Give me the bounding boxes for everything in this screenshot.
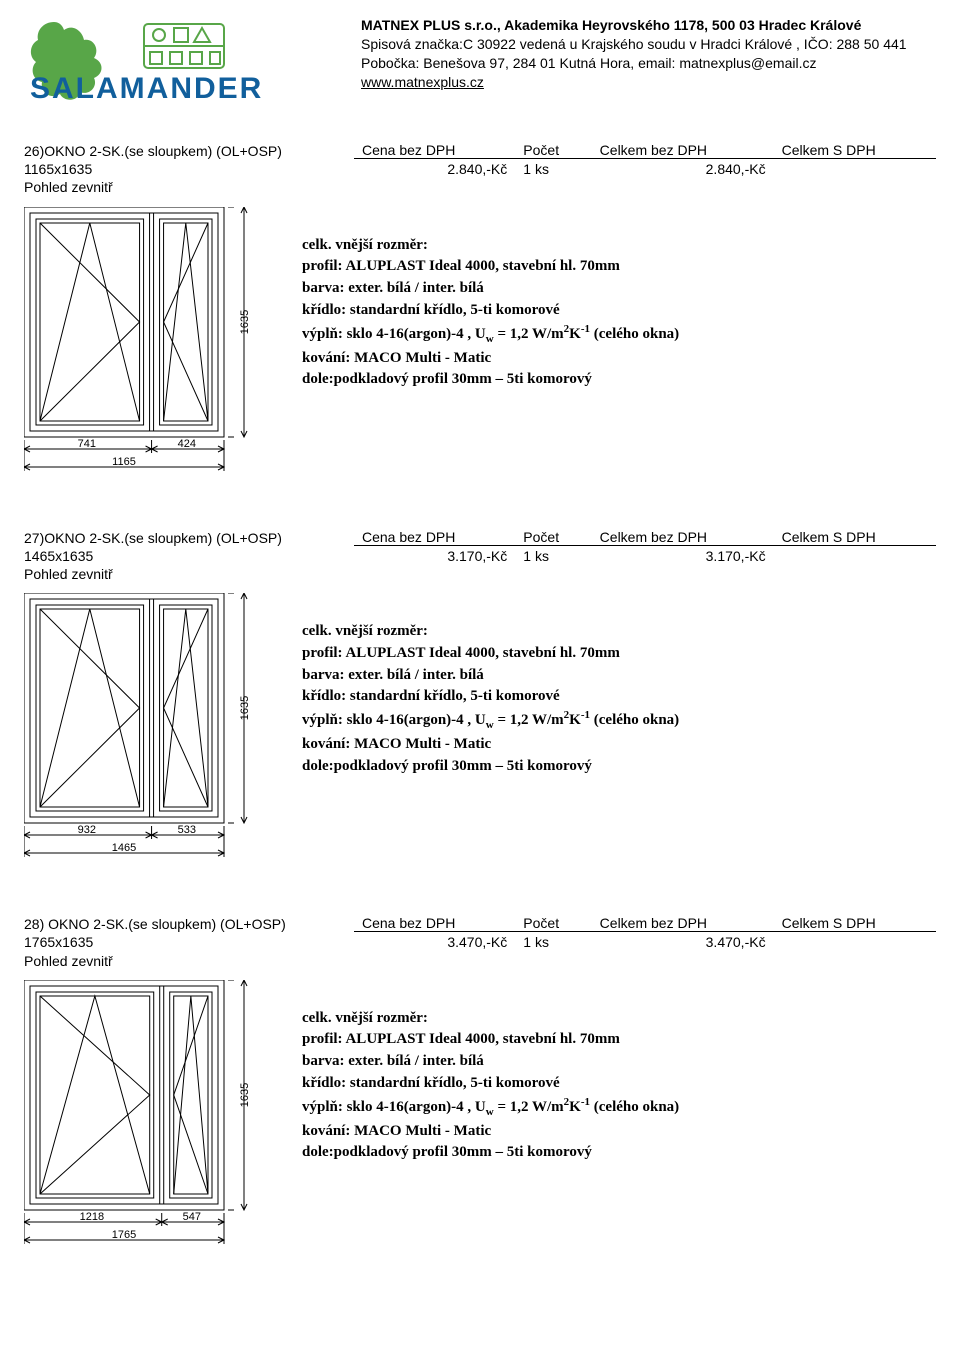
svg-text:932: 932 <box>78 824 96 836</box>
item-title-line1: 26)OKNO 2-SK.(se sloupkem) (OL+OSP) 1165… <box>24 142 354 178</box>
item-title: 27)OKNO 2-SK.(se sloupkem) (OL+OSP) 1465… <box>24 529 354 584</box>
item-title-line2: Pohled zevnitř <box>24 565 354 583</box>
svg-text:741: 741 <box>78 438 96 450</box>
svg-text:1765: 1765 <box>112 1229 136 1241</box>
spec-line: výplň: sklo 4-16(argon)-4 , Uw = 1,2 W/m… <box>302 708 936 734</box>
price-header: Celkem S DPH <box>774 529 936 546</box>
svg-text:SALAMANDER: SALAMANDER <box>30 72 263 105</box>
spec-line: celk. vnější rozměr: <box>302 235 936 257</box>
price-header: Celkem bez DPH <box>592 142 774 159</box>
company-info: MATNEX PLUS s.r.o., Akademika Heyrovskéh… <box>361 16 907 92</box>
price-header: Počet <box>515 915 591 932</box>
total-value: 2.840,-Kč <box>592 159 774 178</box>
item-title-line1: 28) OKNO 2-SK.(se sloupkem) (OL+OSP) 176… <box>24 915 354 951</box>
company-line-3: Pobočka: Benešova 97, 284 01 Kutná Hora,… <box>361 54 907 73</box>
window-drawing: 1635 1218 547 1765 <box>24 980 284 1254</box>
spec-line: dole:podkladový profil 30mm – 5ti komoro… <box>302 369 936 391</box>
spec-line: dole:podkladový profil 30mm – 5ti komoro… <box>302 1142 936 1164</box>
svg-text:1165: 1165 <box>112 456 136 468</box>
item-title-line2: Pohled zevnitř <box>24 178 354 196</box>
spec-line: dole:podkladový profil 30mm – 5ti komoro… <box>302 756 936 778</box>
spec-line: celk. vnější rozměr: <box>302 621 936 643</box>
svg-text:1635: 1635 <box>239 1082 251 1106</box>
spec-line: profil: ALUPLAST Ideal 4000, stavební hl… <box>302 643 936 665</box>
svg-text:424: 424 <box>178 438 196 450</box>
price-header: Cena bez DPH <box>354 529 515 546</box>
spec-line: křídlo: standardní křídlo, 5-ti komorové <box>302 686 936 708</box>
spec-line: výplň: sklo 4-16(argon)-4 , Uw = 1,2 W/m… <box>302 1095 936 1121</box>
svg-text:1635: 1635 <box>239 696 251 720</box>
svg-text:547: 547 <box>183 1211 201 1223</box>
company-line-1: MATNEX PLUS s.r.o., Akademika Heyrovskéh… <box>361 16 907 35</box>
logo: SALAMANDER <box>24 16 349 106</box>
spec-line: kování: MACO Multi - Matic <box>302 1121 936 1143</box>
spec-line: křídlo: standardní křídlo, 5-ti komorové <box>302 300 936 322</box>
spec-line: křídlo: standardní křídlo, 5-ti komorové <box>302 1073 936 1095</box>
spec-line: barva: exter. bílá / inter. bílá <box>302 665 936 687</box>
item-title-line1: 27)OKNO 2-SK.(se sloupkem) (OL+OSP) 1465… <box>24 529 354 565</box>
items-list: 26)OKNO 2-SK.(se sloupkem) (OL+OSP) 1165… <box>24 142 936 1254</box>
window-item: 27)OKNO 2-SK.(se sloupkem) (OL+OSP) 1465… <box>24 529 936 868</box>
svg-text:1635: 1635 <box>239 309 251 333</box>
qty-value: 1 ks <box>515 932 591 951</box>
svg-text:1465: 1465 <box>112 842 136 854</box>
company-url-link[interactable]: www.matnexplus.cz <box>361 74 484 90</box>
spec-line: profil: ALUPLAST Ideal 4000, stavební hl… <box>302 256 936 278</box>
svg-text:1218: 1218 <box>80 1211 104 1223</box>
price-header: Cena bez DPH <box>354 915 515 932</box>
price-value: 3.470,-Kč <box>354 932 515 951</box>
price-header: Počet <box>515 142 591 159</box>
specs-block: celk. vnější rozměr: profil: ALUPLAST Id… <box>302 980 936 1164</box>
price-value: 2.840,-Kč <box>354 159 515 178</box>
spec-line: profil: ALUPLAST Ideal 4000, stavební hl… <box>302 1029 936 1051</box>
specs-block: celk. vnější rozměr: profil: ALUPLAST Id… <box>302 593 936 777</box>
price-value: 3.170,-Kč <box>354 545 515 564</box>
price-header: Počet <box>515 529 591 546</box>
window-drawing: 1635 741 424 1165 <box>24 207 284 481</box>
spec-line: kování: MACO Multi - Matic <box>302 734 936 756</box>
window-item: 26)OKNO 2-SK.(se sloupkem) (OL+OSP) 1165… <box>24 142 936 481</box>
price-header: Cena bez DPH <box>354 142 515 159</box>
svg-text:533: 533 <box>178 824 196 836</box>
item-title: 28) OKNO 2-SK.(se sloupkem) (OL+OSP) 176… <box>24 915 354 970</box>
specs-block: celk. vnější rozměr: profil: ALUPLAST Id… <box>302 207 936 391</box>
total-value: 3.170,-Kč <box>592 545 774 564</box>
total-vat-value <box>774 159 936 178</box>
price-header: Celkem bez DPH <box>592 915 774 932</box>
window-drawing: 1635 932 533 1465 <box>24 593 284 867</box>
spec-line: barva: exter. bílá / inter. bílá <box>302 1051 936 1073</box>
price-header: Celkem S DPH <box>774 915 936 932</box>
item-title-line2: Pohled zevnitř <box>24 952 354 970</box>
total-vat-value <box>774 545 936 564</box>
qty-value: 1 ks <box>515 545 591 564</box>
price-table: Cena bez DPH Počet Celkem bez DPH Celkem… <box>354 142 936 177</box>
window-item: 28) OKNO 2-SK.(se sloupkem) (OL+OSP) 176… <box>24 915 936 1254</box>
total-value: 3.470,-Kč <box>592 932 774 951</box>
spec-line: celk. vnější rozměr: <box>302 1008 936 1030</box>
spec-line: barva: exter. bílá / inter. bílá <box>302 278 936 300</box>
price-table: Cena bez DPH Počet Celkem bez DPH Celkem… <box>354 915 936 950</box>
price-header: Celkem S DPH <box>774 142 936 159</box>
spec-line: výplň: sklo 4-16(argon)-4 , Uw = 1,2 W/m… <box>302 322 936 348</box>
document-header: SALAMANDER MATNEX PLUS s.r.o., Akademika… <box>24 16 936 106</box>
price-header: Celkem bez DPH <box>592 529 774 546</box>
company-line-2: Spisová značka:C 30922 vedená u Krajskéh… <box>361 35 907 54</box>
item-title: 26)OKNO 2-SK.(se sloupkem) (OL+OSP) 1165… <box>24 142 354 197</box>
qty-value: 1 ks <box>515 159 591 178</box>
spec-line: kování: MACO Multi - Matic <box>302 348 936 370</box>
price-table: Cena bez DPH Počet Celkem bez DPH Celkem… <box>354 529 936 564</box>
total-vat-value <box>774 932 936 951</box>
